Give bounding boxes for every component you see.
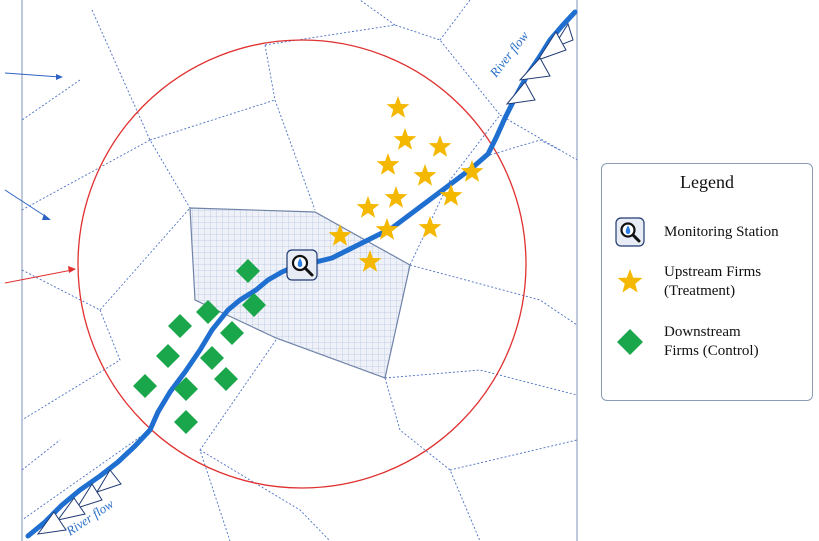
- legend-item-monitoring-station: Monitoring Station: [610, 212, 779, 252]
- legend-label-downstream-firms: Downstream Firms (Control): [664, 324, 759, 359]
- downstream-firm-diamond-7: [200, 346, 224, 370]
- inflow-arrows: [4, 72, 76, 284]
- star-icon: [610, 262, 650, 302]
- legend-label-upstream-firms: Upstream Firms (Treatment): [664, 264, 762, 299]
- subbasin-boundaries: [21, 0, 578, 541]
- catchment-area: [189, 207, 411, 379]
- upstream-firm-star-9: [439, 184, 463, 206]
- upstream-firm-star-11: [418, 216, 442, 238]
- diamond-icon: [610, 322, 650, 362]
- legend-item-downstream-firms: Downstream Firms (Control): [610, 322, 759, 362]
- upstream-firm-star-1: [386, 96, 410, 118]
- downstream-firm-diamond-8: [214, 367, 238, 391]
- flow-arrows-upper: [505, 22, 574, 105]
- upstream-firm-star-7: [384, 186, 408, 208]
- legend-title: Legend: [680, 172, 734, 192]
- river-label-upper: River flow: [486, 28, 532, 81]
- upstream-firms: [328, 96, 484, 272]
- legend: Legend Monitoring Station Upstream Firms…: [601, 163, 813, 401]
- downstream-firm-diamond-10: [174, 377, 198, 401]
- downstream-firm-diamond-5: [220, 321, 244, 345]
- upstream-firm-star-6: [460, 160, 484, 182]
- upstream-firm-star-8: [356, 196, 380, 218]
- downstream-firm-diamond-6: [156, 344, 180, 368]
- downstream-firm-diamond-9: [133, 374, 157, 398]
- downstream-firms: [133, 259, 266, 434]
- upstream-firm-star-3: [428, 135, 452, 157]
- legend-label-monitoring-station: Monitoring Station: [664, 223, 779, 240]
- upstream-firm-star-4: [376, 153, 400, 175]
- upstream-firm-star-10: [375, 218, 399, 240]
- downstream-firm-diamond-2: [242, 293, 266, 317]
- monitoring-station-icon: [610, 212, 650, 252]
- downstream-firm-diamond-3: [196, 300, 220, 324]
- downstream-firm-diamond-4: [168, 314, 192, 338]
- flow-arrows-lower: [36, 469, 122, 535]
- upstream-firm-star-13: [358, 250, 382, 272]
- buffer-circle: [77, 39, 527, 489]
- downstream-firm-diamond-11: [174, 410, 198, 434]
- legend-item-upstream-firms: Upstream Firms (Treatment): [610, 262, 761, 302]
- downstream-firm-diamond-1: [236, 259, 260, 283]
- upstream-firm-star-12: [328, 224, 352, 246]
- upstream-firm-star-2: [393, 128, 417, 150]
- upstream-firm-star-5: [413, 164, 437, 186]
- monitoring-station-icon: [286, 249, 318, 281]
